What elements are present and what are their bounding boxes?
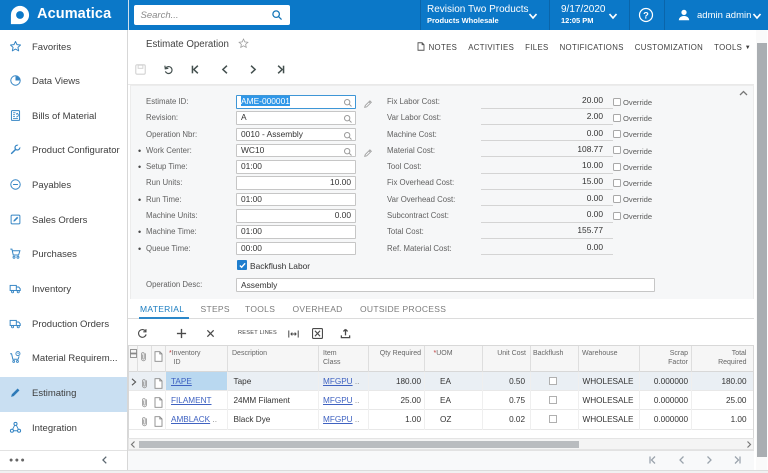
svg-text:?: ?: [643, 10, 649, 20]
